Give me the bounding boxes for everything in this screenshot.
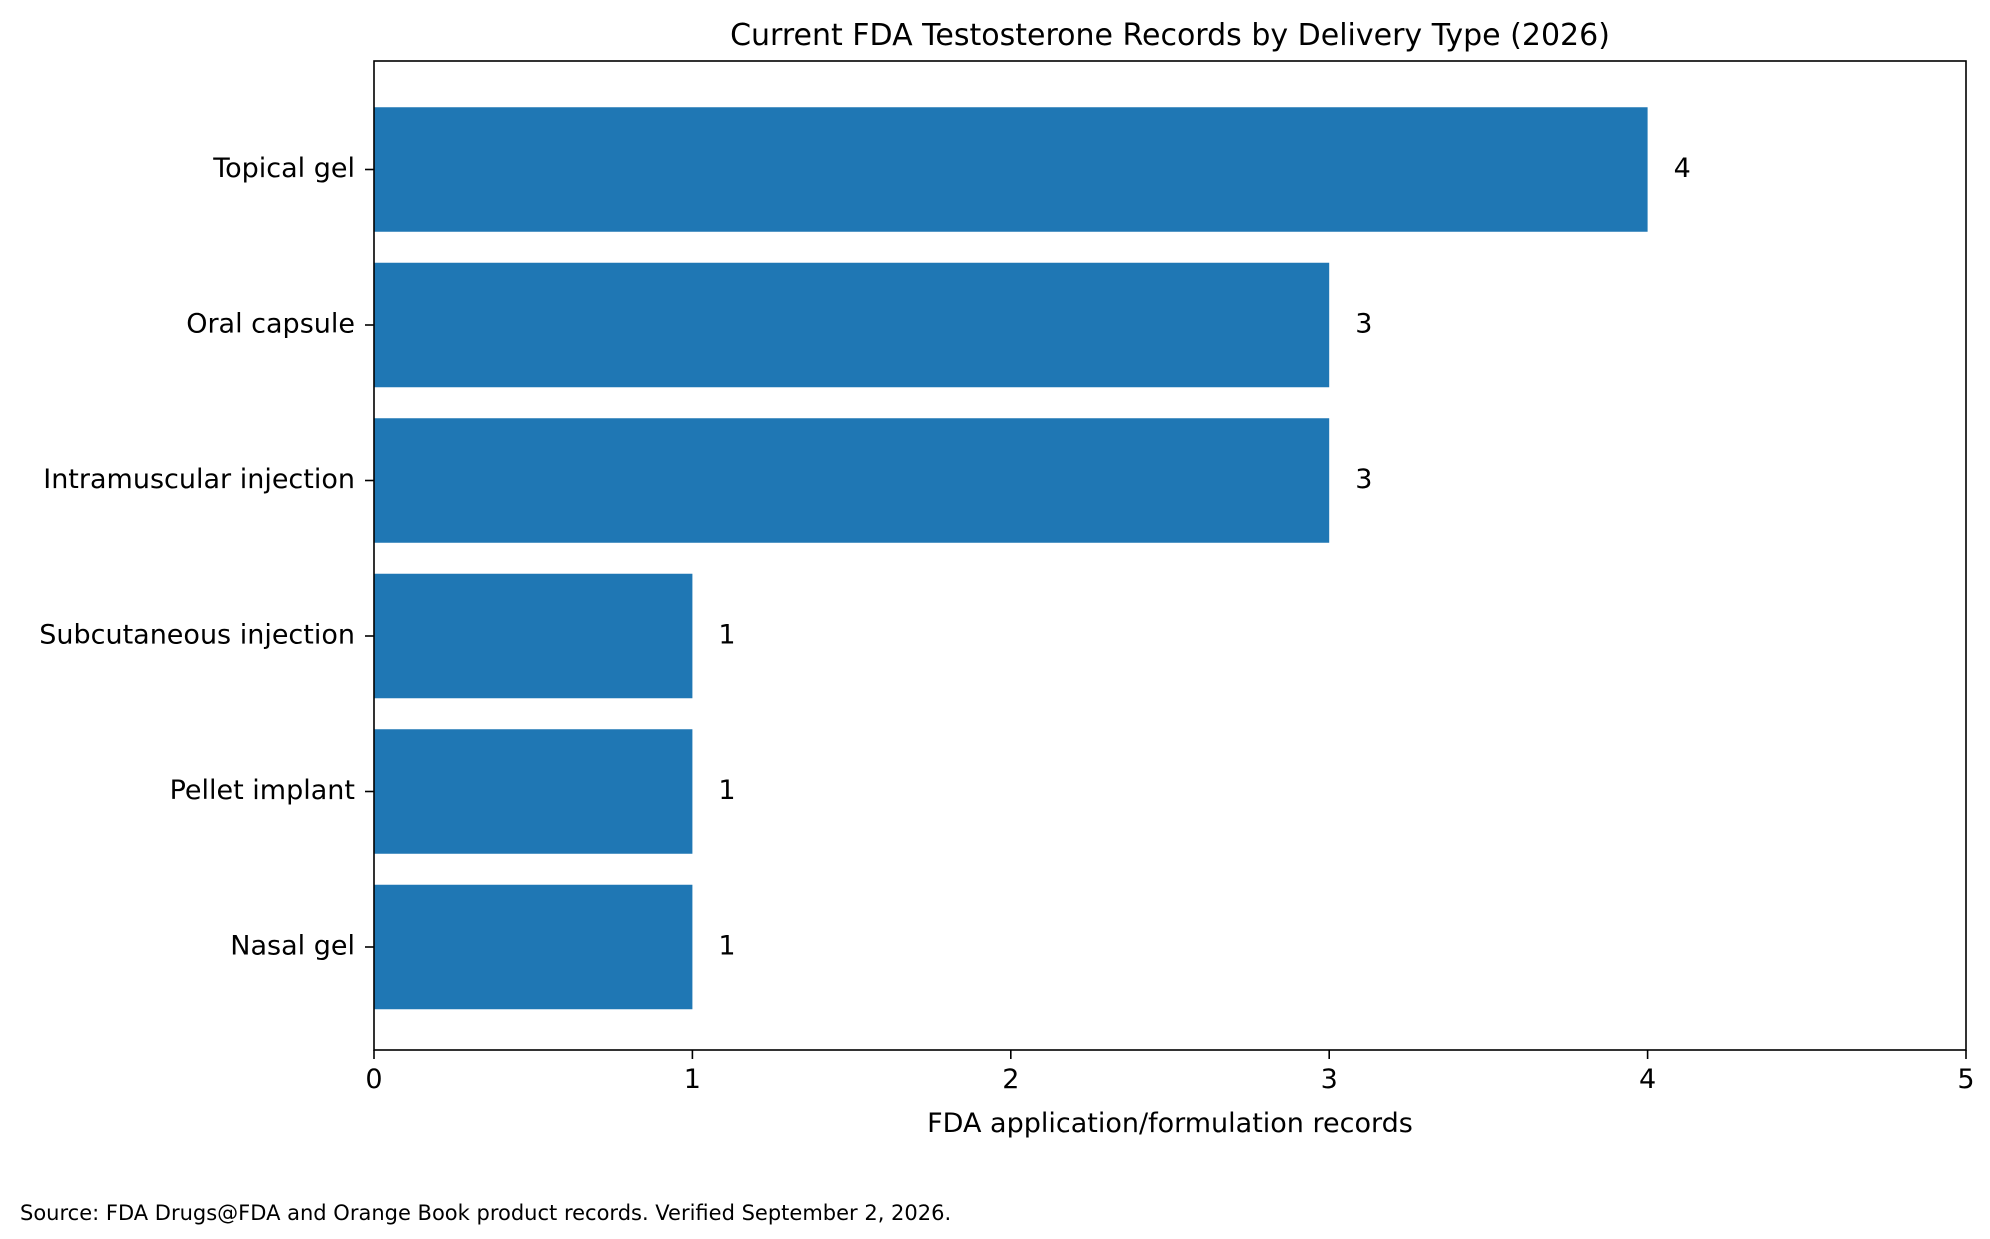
plot-area: 4 Topical gel 3 Oral capsule 3 Intramuscular … [39,60,1975,1095]
plot-frame [373,60,1967,1051]
chart-title: Current FDA Testosterone Records by Deli… [730,18,1610,53]
y-tick-label: Intramuscular injection [43,464,355,495]
data-label: 1 [718,775,735,806]
bar [374,884,693,1010]
x-tick-label: 3 [1321,1064,1338,1095]
x-tick-label: 2 [1002,1064,1019,1095]
y-tick-label: Nasal gel [230,931,355,962]
bar [374,573,693,699]
x-tick-label: 0 [365,1064,382,1095]
source-note: Source: FDA Drugs@FDA and Orange Book pr… [20,1201,951,1225]
data-label: 1 [718,620,735,651]
y-tick-label: Subcutaneous injection [39,620,355,651]
data-label: 3 [1355,309,1372,340]
x-axis-label: FDA application/formulation records [927,1108,1413,1139]
data-label: 1 [718,931,735,962]
x-tick-label: 5 [1957,1064,1974,1095]
data-label: 4 [1674,153,1691,184]
y-tick-label: Pellet implant [170,775,355,806]
data-label: 3 [1355,464,1372,495]
bar [374,418,1330,543]
bar [374,107,1648,232]
x-tick-label: 1 [684,1064,701,1095]
y-tick-label: Topical gel [212,153,355,184]
x-tick-label: 4 [1639,1064,1656,1095]
bar [374,262,1330,388]
y-tick-label: Oral capsule [186,309,355,340]
bar [374,729,693,854]
